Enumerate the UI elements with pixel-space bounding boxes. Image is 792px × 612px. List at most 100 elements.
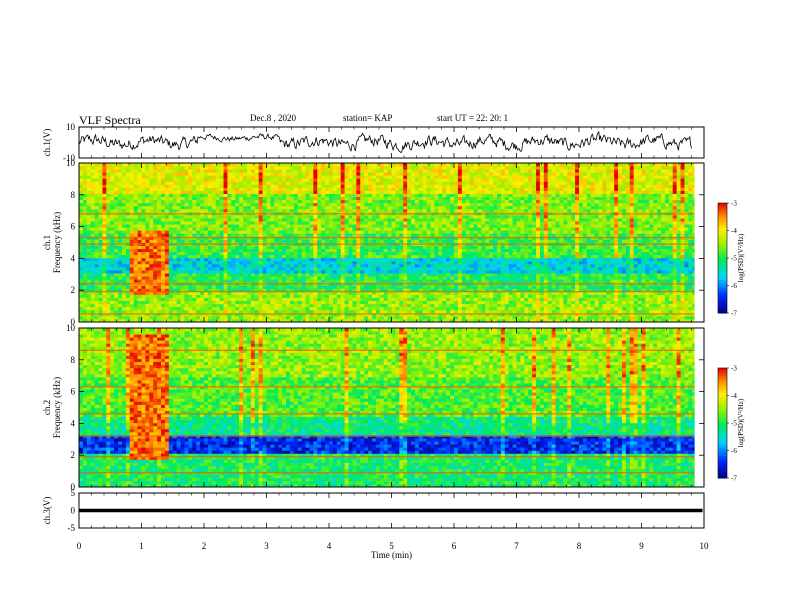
spectrogram-cell bbox=[434, 285, 439, 289]
spectrogram-cell bbox=[188, 227, 193, 231]
spectrogram-cell bbox=[243, 266, 248, 271]
spectrogram-cell bbox=[86, 297, 92, 301]
spectrogram-cell bbox=[188, 202, 193, 207]
spectrogram-cell bbox=[235, 184, 240, 188]
spectrogram-cell bbox=[172, 196, 178, 201]
spectrogram-cell bbox=[125, 303, 131, 308]
spectrogram-cell bbox=[391, 251, 396, 256]
spectrogram-cell bbox=[364, 279, 369, 283]
spectrogram-cell bbox=[379, 199, 385, 204]
spectrogram-cell bbox=[383, 181, 388, 185]
spectrogram-cell bbox=[215, 260, 221, 265]
spectrogram-cell bbox=[270, 300, 275, 305]
spectrogram-cell bbox=[137, 279, 142, 283]
spectrogram-cell bbox=[418, 245, 424, 250]
spectrogram-cell bbox=[164, 254, 170, 259]
spectrogram-cell bbox=[422, 163, 428, 167]
spectrogram-cell bbox=[145, 248, 150, 253]
spectrogram-cell bbox=[270, 224, 275, 228]
spectrogram-cell bbox=[399, 205, 404, 210]
spectrogram-cell bbox=[438, 303, 443, 308]
spectrogram-cell bbox=[176, 273, 181, 277]
spectrogram-cell bbox=[434, 257, 439, 262]
spectrogram-cell bbox=[418, 276, 424, 280]
spectrogram-cell bbox=[149, 169, 154, 173]
spectrogram-cell bbox=[243, 279, 248, 283]
spectrogram-cell bbox=[188, 266, 193, 271]
spectrogram-cell bbox=[215, 221, 221, 225]
spectrogram-cell bbox=[149, 276, 154, 280]
spectrogram-cell bbox=[211, 221, 217, 225]
spectrogram-cell bbox=[231, 181, 236, 185]
spectrogram-cell bbox=[172, 276, 178, 280]
spectrogram-cell bbox=[426, 257, 431, 262]
spectrogram-cell bbox=[301, 208, 306, 213]
spectrogram-cell bbox=[379, 178, 385, 182]
spectrogram-cell bbox=[387, 187, 392, 191]
spectrogram-cell bbox=[188, 181, 193, 185]
spectrogram-cell bbox=[391, 190, 396, 194]
spectrogram-cell bbox=[94, 306, 99, 311]
spectrogram-cell bbox=[426, 178, 431, 182]
spectrogram-cell bbox=[317, 266, 322, 271]
spectrogram-cell bbox=[403, 312, 408, 317]
spectrogram-cell bbox=[321, 315, 326, 320]
spectrogram-cell bbox=[157, 257, 162, 262]
spectrogram-cell bbox=[418, 221, 424, 225]
spectrogram-cell bbox=[176, 193, 181, 198]
spectrogram-cell bbox=[414, 245, 420, 250]
spectrogram-cell bbox=[239, 224, 244, 228]
spectrogram-cell bbox=[223, 251, 228, 256]
spectrogram-cell bbox=[200, 172, 205, 176]
spectrogram-cell bbox=[79, 315, 84, 320]
spectrogram-cell bbox=[102, 169, 107, 173]
spectrogram-cell bbox=[145, 276, 150, 280]
spectrogram-cell bbox=[204, 245, 209, 250]
spectrogram-cell bbox=[176, 300, 181, 305]
spectrogram-cell bbox=[414, 276, 420, 280]
spectrogram-cell bbox=[293, 300, 299, 305]
spectrogram-cell bbox=[168, 300, 174, 305]
spectrogram-cell bbox=[286, 251, 291, 256]
spectrogram-cell bbox=[211, 190, 217, 194]
spectrogram-cell bbox=[262, 181, 267, 185]
spectrogram-cell bbox=[422, 193, 428, 198]
spectrogram-cell bbox=[407, 181, 412, 185]
spectrogram-cell bbox=[321, 181, 326, 185]
spectrogram-cell bbox=[129, 263, 135, 268]
spectrogram-cell bbox=[317, 184, 322, 188]
spectrogram-cell bbox=[129, 181, 135, 185]
spectrogram-cell bbox=[344, 233, 349, 237]
spectrogram-cell bbox=[192, 169, 197, 173]
spectrogram-cell bbox=[211, 245, 217, 250]
spectrogram-cell bbox=[184, 303, 189, 308]
spectrogram-cell bbox=[313, 309, 318, 314]
spectrogram-cell bbox=[375, 181, 381, 185]
spectrogram-cell bbox=[383, 169, 388, 173]
spectrogram-cell bbox=[180, 297, 185, 301]
spectrogram-cell bbox=[325, 266, 330, 271]
spectrogram-cell bbox=[418, 178, 424, 182]
spectrogram-cell bbox=[200, 318, 205, 323]
spectrogram-cell bbox=[79, 202, 84, 207]
spectrogram-cell bbox=[430, 175, 435, 179]
spectrogram-cell bbox=[121, 175, 127, 179]
spectrogram-cell bbox=[223, 230, 228, 234]
spectrogram-cell bbox=[114, 224, 119, 228]
spectrogram-cell bbox=[340, 181, 346, 185]
spectrogram-cell bbox=[200, 312, 205, 317]
spectrogram-cell bbox=[340, 169, 346, 173]
spectrogram-cell bbox=[258, 208, 263, 213]
spectrogram-cell bbox=[387, 276, 392, 280]
spectrogram-cell bbox=[352, 218, 357, 222]
spectrogram-cell bbox=[118, 184, 123, 188]
spectrogram-cell bbox=[164, 178, 170, 182]
spectrogram-cell bbox=[176, 221, 181, 225]
spectrogram-cell bbox=[207, 297, 213, 301]
spectrogram-cell bbox=[211, 251, 217, 256]
spectrogram-cell bbox=[161, 196, 166, 201]
spectrogram-cell bbox=[270, 257, 275, 262]
spectrogram-cell bbox=[184, 309, 189, 314]
spectrogram-cell bbox=[430, 309, 435, 314]
spectrogram-cell bbox=[352, 248, 357, 253]
